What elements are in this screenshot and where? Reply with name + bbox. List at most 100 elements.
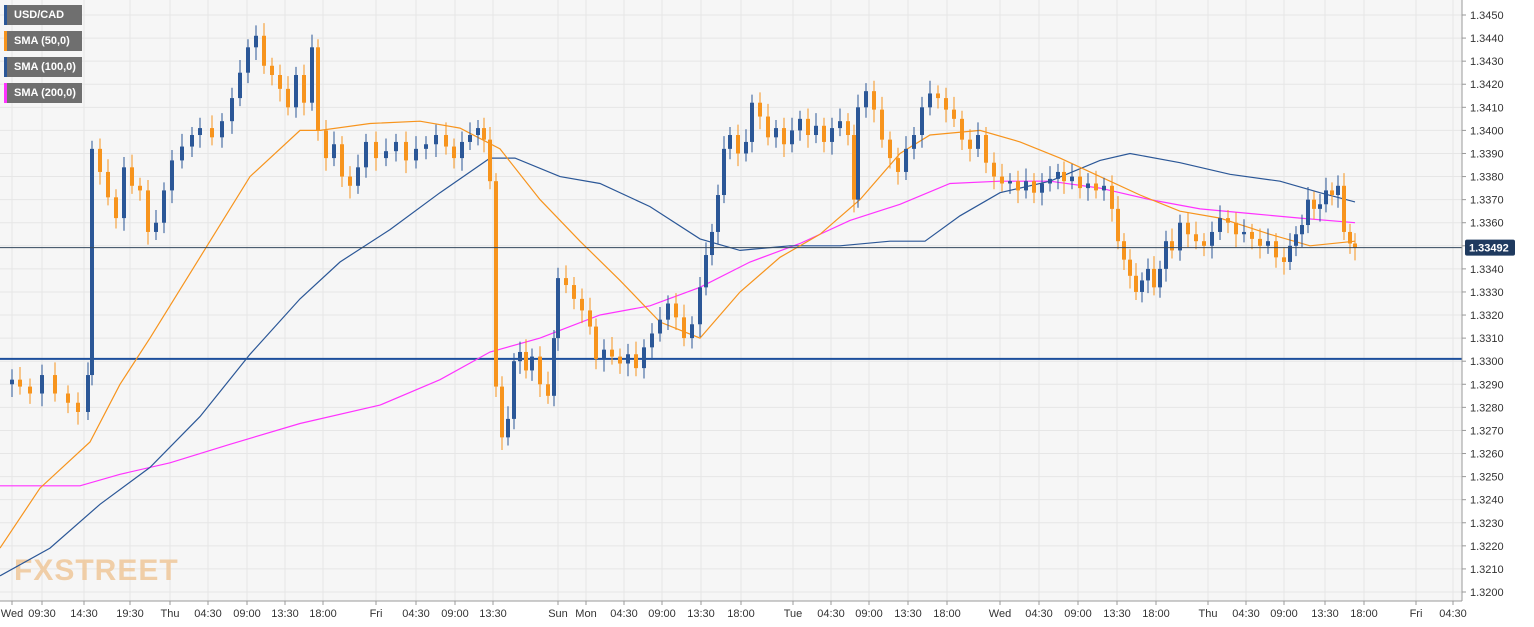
x-tick-label: 09:00 xyxy=(233,608,261,620)
legend-swatch xyxy=(4,31,7,51)
candle-body xyxy=(572,285,576,299)
x-tick-label: Fri xyxy=(370,608,383,620)
candle-body xyxy=(602,349,606,359)
legend-item-sma50[interactable]: SMA (50,0) xyxy=(4,31,82,51)
candle-body xyxy=(374,141,378,159)
x-tick-label: 14:30 xyxy=(70,608,98,620)
candle-body xyxy=(782,128,786,145)
candle-body xyxy=(774,128,778,138)
candle-body xyxy=(106,171,110,198)
candle-body xyxy=(610,349,614,357)
y-tick-label: 1.3430 xyxy=(1470,56,1504,68)
candle-body xyxy=(594,326,598,359)
watermark-fx: FX xyxy=(14,554,54,587)
candle-body xyxy=(114,197,118,219)
candle-body xyxy=(846,121,850,136)
candle-body xyxy=(1134,275,1138,292)
candle-body xyxy=(1116,208,1120,242)
x-tick-label: Mon xyxy=(575,608,596,620)
legend-label: SMA (100,0) xyxy=(14,61,76,73)
y-tick-label: 1.3290 xyxy=(1470,379,1504,391)
candle-body xyxy=(1282,257,1286,262)
x-tick-label: 13:30 xyxy=(1103,608,1131,620)
candle-body xyxy=(1048,178,1052,184)
candle-body xyxy=(302,75,306,103)
candle-body xyxy=(976,135,980,149)
candle-body xyxy=(1324,190,1328,205)
x-tick-label: 18:00 xyxy=(1142,608,1170,620)
candle-body xyxy=(722,148,726,196)
candle-body xyxy=(122,167,126,219)
candle-body xyxy=(872,91,876,110)
candle-body xyxy=(86,375,90,412)
y-tick-label: 1.3410 xyxy=(1470,102,1504,114)
candle-body xyxy=(210,128,214,138)
candle-body xyxy=(968,139,972,149)
y-tick-label: 1.3450 xyxy=(1470,10,1504,22)
candle-body xyxy=(512,361,516,419)
grid-lines xyxy=(0,0,1462,601)
x-tick-label: 13:30 xyxy=(687,608,715,620)
candle-body xyxy=(1250,231,1254,239)
candle-body xyxy=(1178,222,1182,251)
sma-50-path xyxy=(0,120,1356,549)
x-tick-label: 18:00 xyxy=(1350,608,1378,620)
candlestick-series xyxy=(10,23,1357,451)
x-tick-label: Wed xyxy=(1,608,23,620)
y-tick-label: 1.3270 xyxy=(1470,425,1504,437)
candle-body xyxy=(744,141,748,154)
legend-item-sma100[interactable]: SMA (100,0) xyxy=(4,57,82,77)
x-tick-label: 13:30 xyxy=(479,608,507,620)
candle-body xyxy=(482,128,486,140)
candle-body xyxy=(262,35,266,66)
candle-body xyxy=(40,375,44,394)
sma-100-path xyxy=(0,152,1356,577)
x-tick-label: 18:00 xyxy=(727,608,755,620)
candle-body xyxy=(698,287,702,325)
candle-body xyxy=(1032,181,1036,193)
candle-body xyxy=(888,139,892,159)
candle-body xyxy=(1226,218,1230,223)
y-tick-label: 1.3250 xyxy=(1470,472,1504,484)
candle-body xyxy=(830,128,834,142)
candle-body xyxy=(18,379,22,387)
candle-body xyxy=(1202,241,1206,246)
candle-body xyxy=(1102,185,1106,191)
x-axis-ticks: Wed 09:30 14:30 19:30 Thu 04:30 09:00 13:30 18:0… xyxy=(1,601,1467,620)
candle-body xyxy=(704,255,708,288)
candle-body xyxy=(580,298,584,311)
y-tick-label: 1.3320 xyxy=(1470,310,1504,322)
candle-body xyxy=(822,125,826,142)
candle-body xyxy=(364,141,368,168)
candle-body xyxy=(814,125,818,136)
candle-body xyxy=(1062,171,1066,182)
y-tick-label: 1.3310 xyxy=(1470,333,1504,345)
candle-body xyxy=(384,151,388,159)
legend-item-sma200[interactable]: SMA (200,0) xyxy=(4,83,82,103)
candle-body xyxy=(880,109,884,140)
y-tick-label: 1.3230 xyxy=(1470,518,1504,530)
candle-body xyxy=(564,278,568,286)
candle-body xyxy=(1186,222,1190,235)
candle-body xyxy=(928,93,932,108)
candle-body xyxy=(936,93,940,99)
candle-body xyxy=(190,135,194,147)
x-tick-label: 09:00 xyxy=(1064,608,1092,620)
candle-body xyxy=(896,158,900,172)
legend-label: SMA (50,0) xyxy=(14,35,70,47)
candle-body xyxy=(28,386,32,394)
candle-body xyxy=(1342,185,1346,232)
candle-body xyxy=(1318,204,1322,209)
current-price-label: 1.33492 xyxy=(1469,243,1509,255)
candle-body xyxy=(434,135,438,145)
candle-body xyxy=(556,278,560,339)
candle-body xyxy=(674,303,678,318)
svg-text:FXSTREET: FXSTREET xyxy=(14,554,179,587)
candle-body xyxy=(658,319,662,334)
legend-item-usdcad[interactable]: USD/CAD xyxy=(4,5,82,25)
candle-body xyxy=(1234,222,1238,235)
candle-body xyxy=(332,144,336,159)
candle-body xyxy=(356,167,360,186)
